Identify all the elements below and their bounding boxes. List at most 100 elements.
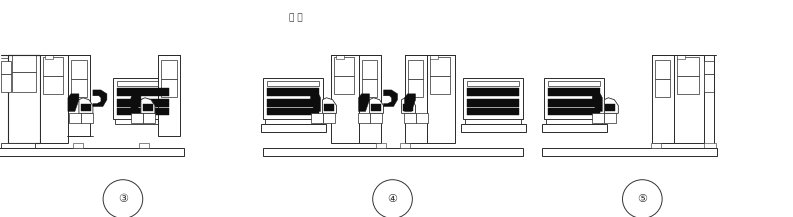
Bar xyxy=(408,60,423,79)
Bar xyxy=(466,81,519,86)
Text: ③: ③ xyxy=(118,194,128,204)
Polygon shape xyxy=(592,94,603,111)
Polygon shape xyxy=(131,94,141,111)
Bar xyxy=(117,108,169,115)
Bar xyxy=(461,124,526,132)
Circle shape xyxy=(373,180,412,217)
Bar xyxy=(323,113,335,123)
Bar xyxy=(115,119,171,124)
Polygon shape xyxy=(604,98,619,113)
Bar xyxy=(403,104,412,111)
Bar xyxy=(1,74,11,92)
Bar xyxy=(677,55,685,59)
Polygon shape xyxy=(311,94,320,111)
Bar xyxy=(548,99,600,107)
Bar xyxy=(158,55,180,136)
Bar xyxy=(12,72,36,92)
Bar xyxy=(404,113,416,123)
Bar xyxy=(462,78,523,119)
Bar xyxy=(262,78,323,119)
Bar xyxy=(546,119,603,124)
Bar xyxy=(113,78,173,119)
Bar xyxy=(40,55,68,143)
Bar xyxy=(139,143,149,148)
Bar xyxy=(266,108,319,115)
Bar xyxy=(335,55,343,59)
Bar xyxy=(117,81,169,86)
Circle shape xyxy=(103,180,143,217)
Bar xyxy=(1,61,11,74)
Bar xyxy=(542,148,718,156)
Bar xyxy=(466,88,519,96)
Polygon shape xyxy=(93,90,107,107)
Bar xyxy=(143,113,155,123)
Bar xyxy=(704,61,714,74)
Polygon shape xyxy=(79,98,93,113)
Text: ⑤: ⑤ xyxy=(638,194,647,204)
Bar xyxy=(334,57,354,76)
Bar xyxy=(427,55,454,143)
Bar xyxy=(12,55,36,72)
Bar xyxy=(331,55,358,143)
Bar xyxy=(430,76,450,94)
Bar xyxy=(655,79,670,97)
Bar xyxy=(548,108,600,115)
Bar xyxy=(655,60,670,79)
Bar xyxy=(466,99,519,107)
Bar xyxy=(430,55,438,59)
Bar xyxy=(43,76,63,94)
Polygon shape xyxy=(68,94,79,111)
Bar xyxy=(334,76,354,94)
Polygon shape xyxy=(404,94,416,111)
Bar xyxy=(358,55,381,143)
Bar xyxy=(544,78,604,119)
Bar xyxy=(143,104,153,111)
Bar xyxy=(81,113,93,123)
Bar xyxy=(71,79,87,97)
Bar xyxy=(592,113,604,123)
Bar xyxy=(358,113,370,123)
Bar xyxy=(71,60,87,79)
Polygon shape xyxy=(358,94,370,111)
Bar xyxy=(81,104,91,111)
Bar xyxy=(466,108,519,115)
Polygon shape xyxy=(370,98,384,113)
Polygon shape xyxy=(141,98,155,113)
Bar xyxy=(262,148,523,156)
Bar xyxy=(677,76,699,94)
Bar xyxy=(370,113,381,123)
Bar xyxy=(653,55,674,143)
Bar xyxy=(43,57,63,76)
Bar xyxy=(370,104,381,111)
Bar xyxy=(117,99,169,107)
Bar xyxy=(604,113,616,123)
Bar xyxy=(324,104,334,111)
Bar xyxy=(542,124,607,132)
Text: ④: ④ xyxy=(388,194,397,204)
Bar xyxy=(408,79,423,97)
Polygon shape xyxy=(323,98,336,113)
Bar xyxy=(45,55,53,59)
Circle shape xyxy=(623,180,662,217)
Bar xyxy=(1,143,35,148)
Bar xyxy=(362,79,377,97)
Bar xyxy=(605,104,615,111)
Bar xyxy=(376,143,385,148)
Bar xyxy=(416,113,427,123)
Bar xyxy=(68,55,90,136)
Polygon shape xyxy=(384,90,397,107)
Bar xyxy=(677,57,699,76)
Bar xyxy=(311,113,323,123)
Bar xyxy=(265,119,320,124)
Bar xyxy=(465,119,520,124)
Bar xyxy=(266,88,319,96)
Bar xyxy=(69,113,81,123)
Bar xyxy=(430,57,450,76)
Bar xyxy=(161,60,177,79)
Bar xyxy=(0,148,184,156)
Text: 室 内: 室 内 xyxy=(289,14,303,23)
Bar xyxy=(161,79,177,97)
Bar xyxy=(704,143,716,148)
Bar xyxy=(362,60,377,79)
Bar xyxy=(73,143,83,148)
